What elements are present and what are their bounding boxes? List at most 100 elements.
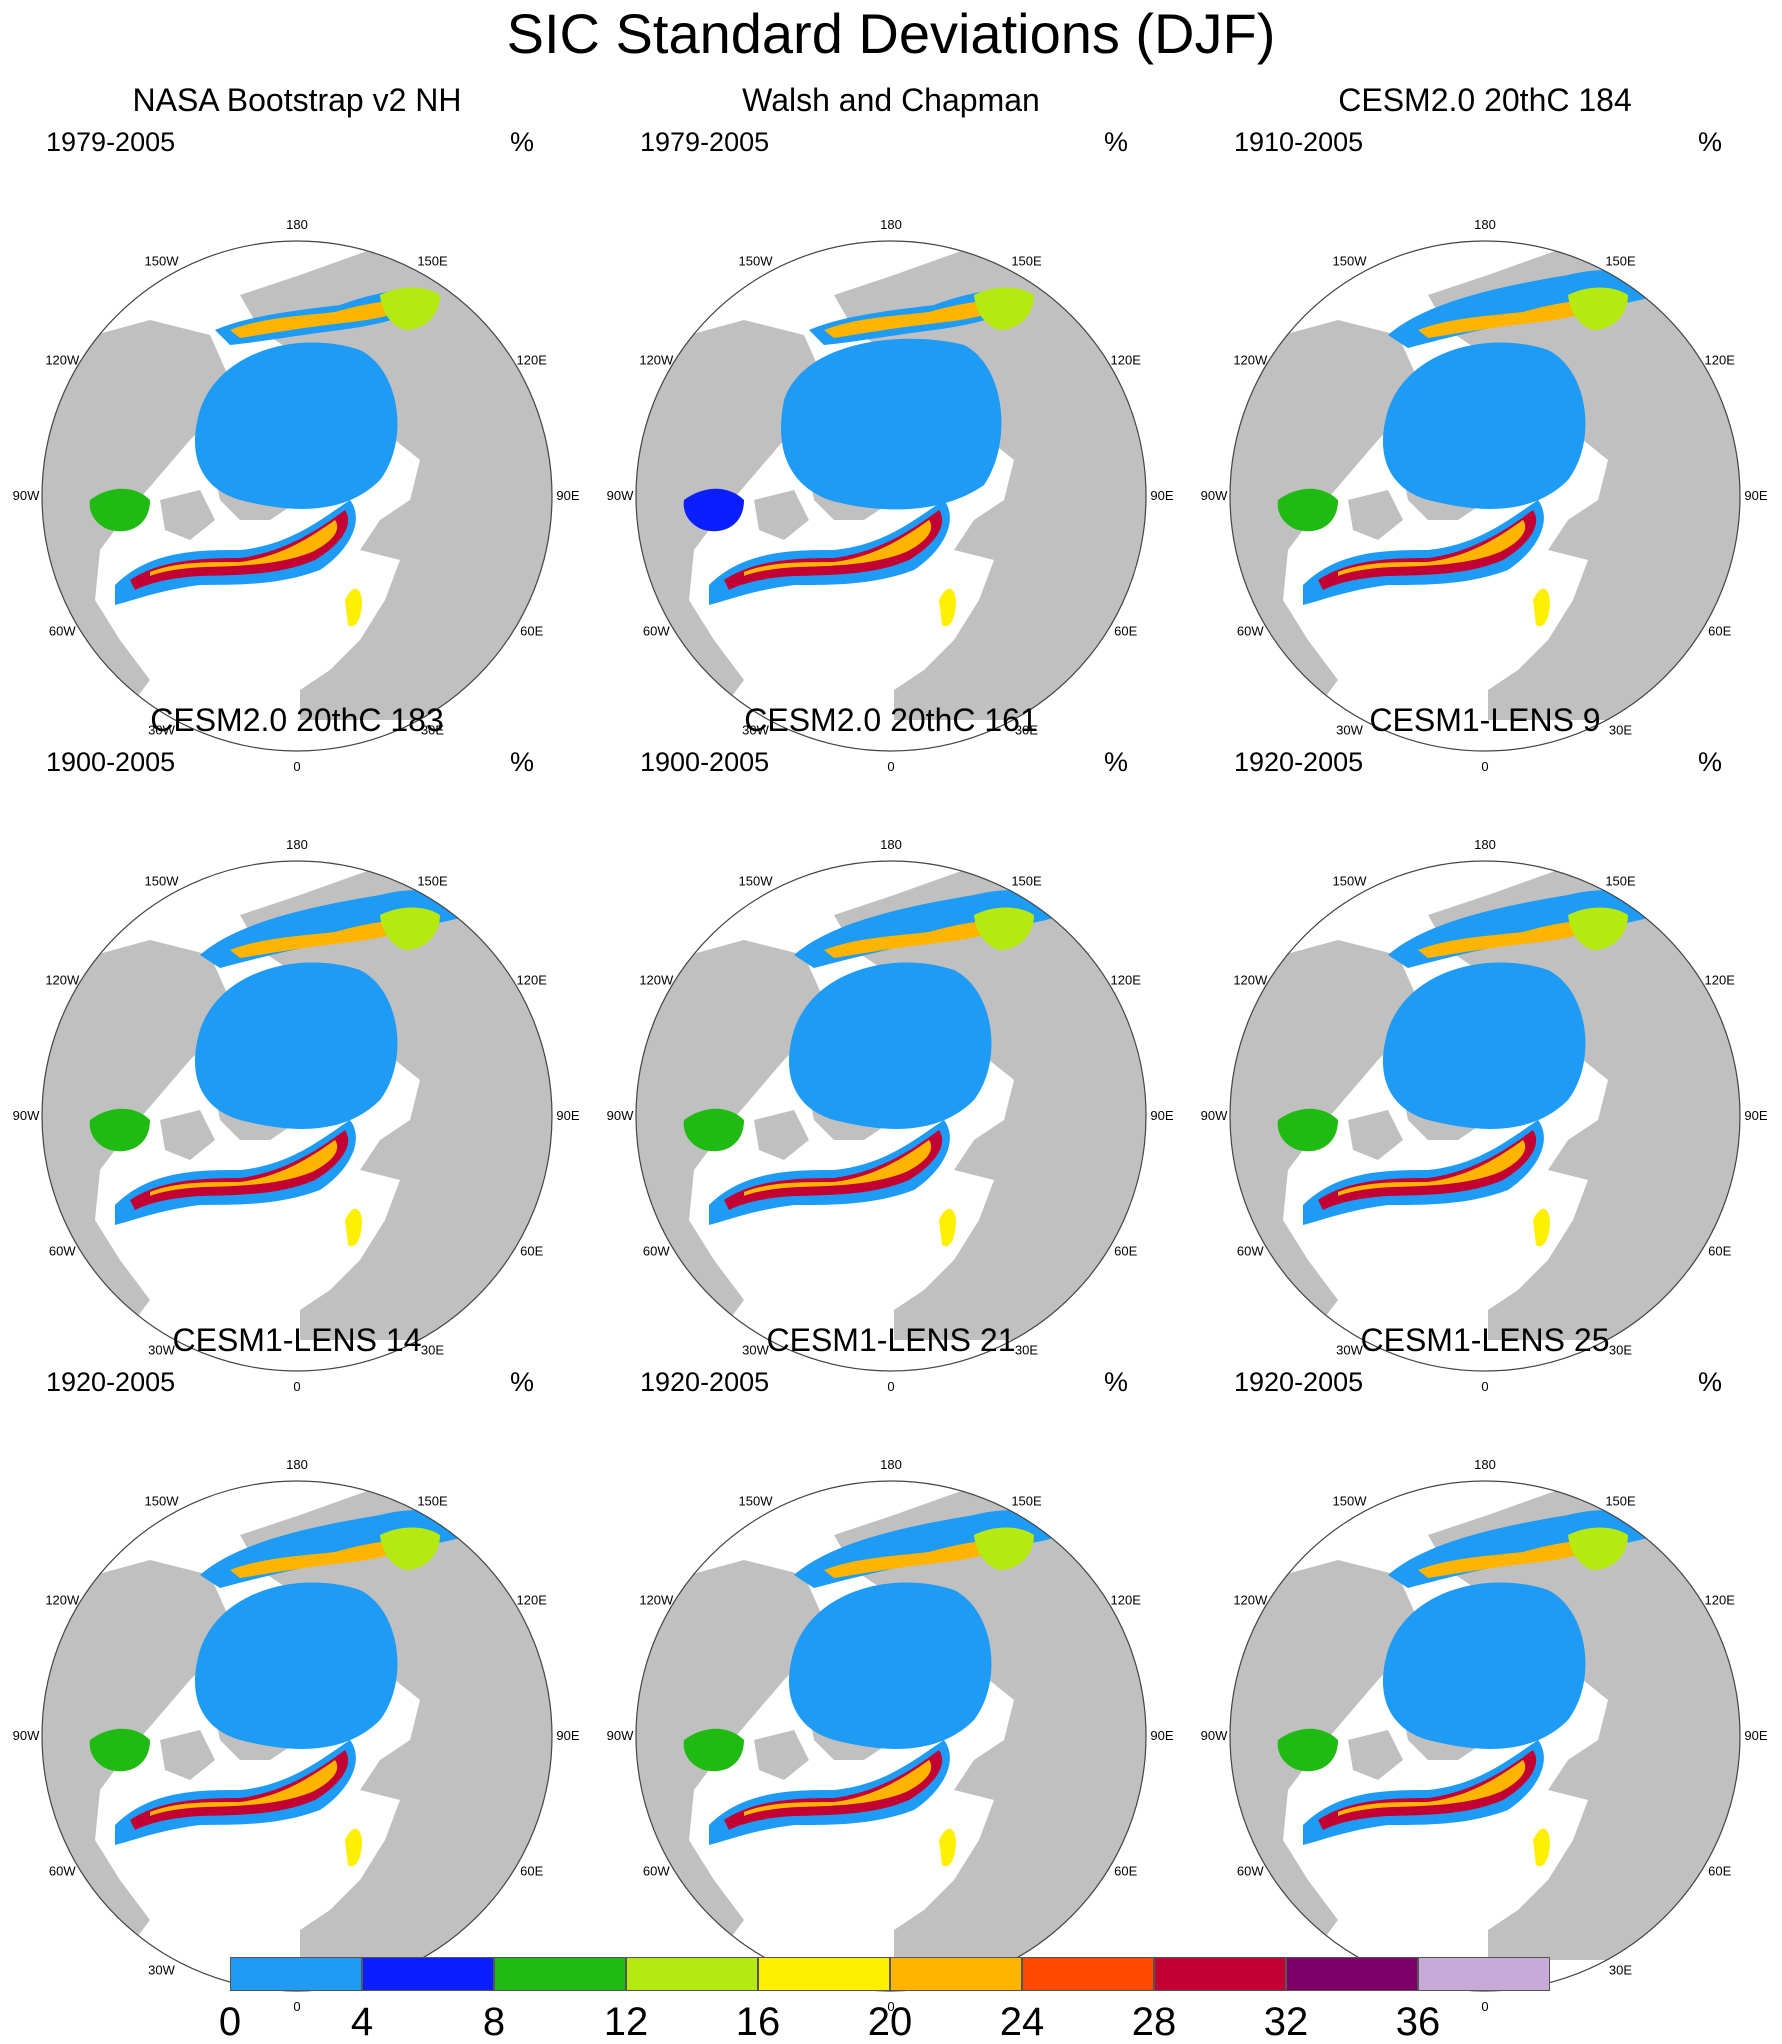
colorbar-bin: [758, 1957, 890, 1991]
north-america-land: [42, 1560, 230, 1960]
map-panel: 180 150E 120E 90E 60E 30E 0 30W 60W 90W 120W 150W Wa…: [594, 80, 1188, 774]
atlantic-ice-edge: [115, 1120, 356, 1225]
longitude-label: 90W: [1201, 1728, 1228, 1743]
panel-title: CESM1-LENS 21: [766, 1322, 1016, 1358]
panel-title: CESM1-LENS 14: [172, 1322, 422, 1358]
panel-title: CESM1-LENS 25: [1360, 1322, 1610, 1358]
baltic-ice: [939, 1828, 956, 1867]
map-panel: 180 150E 120E 90E 60E 30E 0 30W 60W 90W 120W 150W CE…: [0, 700, 594, 1394]
baltic-ice: [1533, 1208, 1550, 1247]
hudson-bay-ice: [683, 488, 744, 532]
longitude-label: 120E: [1111, 1593, 1142, 1608]
panel-title: CESM2.0 20thC 183: [150, 702, 444, 738]
map-border: [635, 860, 1147, 1372]
year-range: 1979-2005: [46, 127, 176, 157]
central-arctic-ice: [781, 338, 1002, 510]
okhotsk-variability: [1568, 907, 1628, 950]
map-panel: 180 150E 120E 90E 60E 30E 0 30W 60W 90W 120W 150W CE…: [1188, 700, 1782, 1394]
bering-variability-band: [230, 920, 420, 958]
longitude-label: 60E: [1708, 624, 1731, 639]
okhotsk-variability: [974, 1527, 1034, 1570]
bering-variability-band: [824, 920, 1014, 958]
bering-variability-band: [824, 1540, 1014, 1578]
longitude-label: 90E: [1744, 488, 1767, 503]
map-panel: 180 150E 120E 90E 60E 30E 0 30W 60W 90W 120W 150W CE…: [594, 1320, 1188, 2014]
north-america-land: [42, 940, 230, 1340]
colorbar-tick: 16: [735, 2000, 781, 2044]
units-label: %: [1104, 127, 1129, 157]
central-arctic-ice: [788, 1582, 992, 1749]
map-content: [1230, 241, 1740, 751]
units-label: %: [1698, 1367, 1723, 1397]
map-content: [1230, 861, 1740, 1371]
hudson-bay-ice: [683, 1728, 744, 1772]
longitude-label: 30W: [148, 1343, 175, 1358]
longitude-label: 60E: [1114, 1244, 1137, 1259]
longitude-label: 120E: [517, 353, 548, 368]
longitude-label: 0: [293, 759, 300, 774]
eurasia-land: [240, 870, 552, 1340]
north-america-land: [636, 940, 824, 1340]
map-panel: 180 150E 120E 90E 60E 30E 0 30W 60W 90W 120W 150W NA…: [0, 80, 594, 774]
bering-variability-band: [230, 1540, 420, 1578]
eurasia-land: [240, 250, 552, 720]
colorbar-tick: 12: [603, 2000, 649, 2044]
central-arctic-ice: [1382, 1582, 1586, 1749]
longitude-label: 60W: [1237, 1864, 1264, 1879]
longitude-label: 60W: [49, 624, 76, 639]
longitude-label: 0: [293, 1999, 300, 2014]
atlantic-variability-band: [130, 1750, 349, 1830]
longitude-label: 120E: [1705, 973, 1736, 988]
bering-variability-band: [824, 300, 1014, 338]
panel-title: CESM1-LENS 9: [1369, 702, 1601, 738]
longitude-label: 150W: [145, 873, 180, 888]
colorbar-bin: [626, 1957, 758, 1991]
longitude-label: 180: [1474, 837, 1496, 852]
panel-title: CESM2.0 20thC 184: [1338, 82, 1632, 118]
map-content: [42, 861, 552, 1371]
year-range: 1920-2005: [46, 1367, 176, 1397]
eurasia-land: [834, 870, 1146, 1340]
longitude-label: 150E: [417, 873, 448, 888]
atlantic-variability-band: [130, 1130, 349, 1210]
figure-title: SIC Standard Deviations (DJF): [506, 2, 1276, 65]
hudson-bay-ice: [1277, 1108, 1338, 1152]
atlantic-ice-edge: [709, 1740, 950, 1845]
panel-title: NASA Bootstrap v2 NH: [132, 82, 462, 118]
map-panel: 180 150E 120E 90E 60E 30E 0 30W 60W 90W 120W 150W CE…: [0, 1320, 594, 2014]
longitude-label: 60W: [643, 1864, 670, 1879]
colorbar-tick: 8: [482, 2000, 506, 2044]
atlantic-variability-core: [744, 1140, 932, 1196]
longitude-label: 30W: [148, 723, 175, 738]
map-panel: 180 150E 120E 90E 60E 30E 0 30W 60W 90W 120W 150W CE…: [594, 700, 1188, 1394]
longitude-label: 30E: [1015, 1343, 1038, 1358]
longitude-label: 30E: [421, 1343, 444, 1358]
baffin-island-land: [754, 490, 809, 540]
north-america-land: [636, 1560, 824, 1960]
longitude-label: 60E: [1708, 1244, 1731, 1259]
longitude-label: 0: [293, 1379, 300, 1394]
bering-variability-band: [1418, 300, 1608, 338]
eurasia-land: [1428, 870, 1740, 1340]
atlantic-ice-edge: [709, 500, 950, 605]
colorbar: [230, 1957, 1550, 1991]
longitude-label: 90W: [13, 1108, 40, 1123]
year-range: 1920-2005: [1234, 747, 1364, 777]
map-border: [1229, 860, 1741, 1372]
baltic-ice: [345, 1208, 362, 1247]
baffin-island-land: [754, 1730, 809, 1780]
hudson-bay-ice: [89, 488, 150, 532]
eurasia-land: [834, 250, 1146, 720]
baltic-ice: [939, 1208, 956, 1247]
longitude-label: 120W: [639, 1593, 674, 1608]
longitude-label: 180: [286, 1457, 308, 1472]
longitude-label: 120W: [45, 353, 80, 368]
units-label: %: [510, 127, 535, 157]
longitude-label: 120E: [1705, 1593, 1736, 1608]
longitude-label: 60E: [1114, 1864, 1137, 1879]
atlantic-variability-core: [1338, 1140, 1526, 1196]
longitude-label: 0: [887, 1379, 894, 1394]
colorbar-tick: 4: [350, 2000, 374, 2044]
colorbar-bin: [362, 1957, 494, 1991]
longitude-label: 150E: [1011, 253, 1042, 268]
